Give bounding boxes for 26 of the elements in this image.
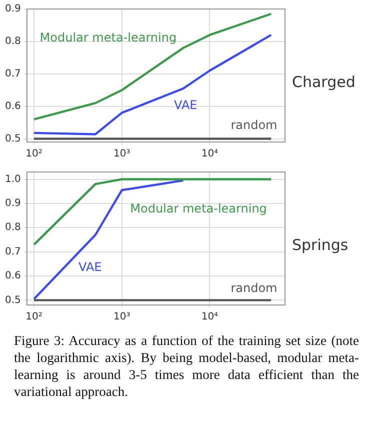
y-tick-label: 0.6 <box>4 100 21 112</box>
x-tick-label: 10³ <box>113 148 130 160</box>
y-tick-label: 0.5 <box>4 294 21 306</box>
x-tick-label: 10³ <box>113 312 130 323</box>
series-label: random <box>230 281 278 296</box>
y-tick-label: 1.0 <box>4 174 21 185</box>
caption: Figure 3: Accuracy as a function of the training set size (note the logarithmic axis). By being model-based, modular meta-learning is around 3-5 times more data efficient than the variational approach. <box>13 332 360 400</box>
x-tick-label: 10⁴ <box>201 148 218 160</box>
x-tick-label: 10² <box>26 312 42 323</box>
y-tick-label: 0.9 <box>4 198 21 210</box>
y-tick-label: 0.9 <box>4 4 21 15</box>
y-tick-label: 0.8 <box>4 36 21 48</box>
series-label: Modular meta-learning <box>130 201 267 216</box>
y-tick-label: 0.7 <box>4 246 21 258</box>
text: Charged <box>292 72 356 92</box>
series-label: VAE <box>78 260 102 274</box>
text: Springs <box>292 234 348 256</box>
y-tick-label: 0.7 <box>4 68 21 80</box>
y-tick-label: 0.6 <box>4 270 21 282</box>
y-tick-label: 0.5 <box>4 133 21 144</box>
x-tick-label: 10² <box>26 148 42 160</box>
x-tick-label: 10⁴ <box>201 312 218 323</box>
series-label: random <box>230 118 278 132</box>
y-tick-label: 0.8 <box>4 222 21 234</box>
series-label: VAE <box>174 98 198 112</box>
series-label: Modular meta-learning <box>40 30 177 44</box>
